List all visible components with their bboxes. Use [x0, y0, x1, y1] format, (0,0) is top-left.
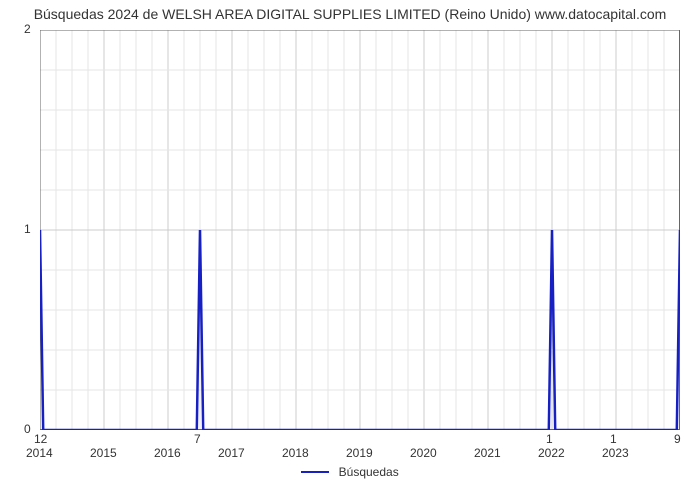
x-tick-label: 2015	[90, 446, 117, 460]
data-point-label: 7	[194, 432, 201, 446]
y-tick-label: 0	[24, 422, 31, 436]
chart-plot	[40, 30, 680, 430]
chart-title: Búsquedas 2024 de WELSH AREA DIGITAL SUP…	[0, 0, 700, 22]
x-tick-label: 2016	[154, 446, 181, 460]
y-tick-label: 2	[24, 22, 31, 36]
chart-container: Búsquedas 2024 de WELSH AREA DIGITAL SUP…	[0, 0, 700, 500]
x-tick-label: 2021	[474, 446, 501, 460]
legend-label: Búsquedas	[339, 465, 399, 479]
data-point-label: 1	[610, 432, 617, 446]
data-point-label: 9	[674, 432, 681, 446]
x-tick-label: 2018	[282, 446, 309, 460]
data-point-label: 1	[546, 432, 553, 446]
x-tick-label: 2014	[26, 446, 53, 460]
legend-swatch	[301, 471, 329, 473]
x-tick-label: 2017	[218, 446, 245, 460]
chart-legend: Búsquedas	[0, 464, 700, 479]
x-tick-label: 2022	[538, 446, 565, 460]
x-tick-label: 2020	[410, 446, 437, 460]
data-point-label: 12	[34, 432, 47, 446]
y-tick-label: 1	[24, 222, 31, 236]
x-tick-label: 2019	[346, 446, 373, 460]
x-tick-label: 2023	[602, 446, 629, 460]
